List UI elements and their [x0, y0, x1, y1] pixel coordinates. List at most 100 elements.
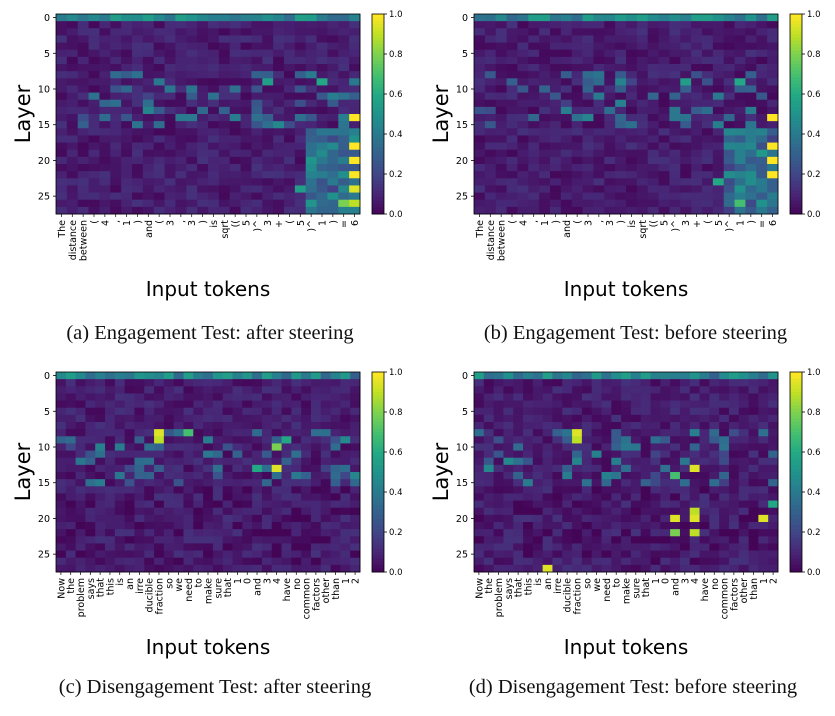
- heatmap-cell: [232, 529, 243, 537]
- heatmap-cell: [310, 372, 322, 380]
- heatmap-cell: [284, 35, 296, 43]
- heatmap-cell: [615, 149, 627, 158]
- heatmap-cell: [154, 529, 165, 537]
- heatmap-cell: [572, 550, 583, 559]
- heatmap-cell: [252, 479, 263, 487]
- heatmap-cell: [56, 414, 67, 423]
- heatmap-cell: [222, 407, 233, 416]
- heatmap-cell: [528, 71, 540, 79]
- heatmap-cell: [291, 464, 302, 473]
- heatmap-cell: [604, 49, 616, 58]
- heatmap-cell: [121, 149, 133, 158]
- heatmap-cell: [670, 500, 681, 509]
- heatmap-cell: [291, 372, 302, 380]
- heatmap-cell: [294, 106, 307, 115]
- x-tick-label: irre: [553, 578, 564, 594]
- x-tick-label: and: [144, 220, 155, 238]
- heatmap-cell: [212, 529, 224, 537]
- heatmap-cell: [503, 550, 514, 559]
- heatmap-cell: [281, 450, 292, 459]
- heatmap-cell: [691, 85, 703, 93]
- heatmap-cell: [124, 400, 135, 409]
- x-tick-label: ): [551, 220, 562, 224]
- heatmap-cell: [163, 450, 175, 459]
- heatmap-cell: [75, 422, 86, 430]
- heatmap-cell: [294, 149, 307, 158]
- heatmap-cell: [542, 507, 553, 516]
- heatmap-cell: [281, 514, 292, 523]
- heatmap-cell: [523, 393, 534, 401]
- heatmap-cell: [506, 171, 518, 179]
- heatmap-cell: [699, 400, 710, 409]
- heatmap-cell: [327, 185, 339, 193]
- heatmap-cell: [591, 450, 602, 459]
- heatmap-cell: [232, 536, 243, 544]
- heatmap-cell: [615, 135, 627, 143]
- heatmap-cell: [626, 85, 638, 93]
- heatmap-cell: [153, 106, 165, 115]
- heatmap-cell: [495, 142, 507, 151]
- heatmap-cell: [484, 164, 497, 172]
- heatmap-cell: [691, 171, 703, 179]
- heatmap-cell: [124, 529, 135, 537]
- heatmap-cell: [562, 443, 573, 451]
- x-axis-label: Input tokens: [146, 635, 271, 659]
- x-tick-label: is: [627, 220, 638, 228]
- heatmap-cell: [670, 457, 681, 466]
- heatmap-cell: [105, 450, 116, 459]
- heatmap-cell: [261, 557, 273, 566]
- heatmap-cell: [121, 71, 133, 79]
- heatmap-cell: [734, 135, 746, 143]
- heatmap-cell: [582, 192, 594, 201]
- heatmap-cell: [66, 49, 79, 58]
- heatmap-cell: [650, 529, 661, 537]
- heatmap-cell: [85, 450, 96, 459]
- heatmap-cell: [745, 135, 757, 143]
- heatmap-cell: [173, 472, 184, 480]
- heatmap-cell: [203, 429, 214, 437]
- caption-d: (d) Disengagement Test: before steering: [468, 676, 798, 698]
- heatmap-cell: [709, 393, 720, 401]
- heatmap-cell: [164, 56, 176, 65]
- heatmap-cell: [105, 479, 116, 487]
- heatmap-cell: [338, 142, 350, 151]
- colorbar-step: [790, 207, 802, 212]
- heatmap-cell: [647, 92, 659, 101]
- heatmap-cell: [88, 206, 100, 215]
- heatmap-cell: [611, 472, 622, 480]
- heatmap-cell: [493, 457, 504, 466]
- x-tick-label: ,: [529, 220, 540, 223]
- heatmap-cell: [658, 178, 670, 186]
- heatmap-cell: [601, 436, 612, 444]
- heatmap-cell: [273, 135, 285, 143]
- heatmap-cell: [134, 500, 145, 509]
- heatmap-cell: [728, 479, 740, 487]
- heatmap-cell: [748, 464, 759, 473]
- heatmap-cell: [593, 42, 605, 51]
- heatmap-cell: [593, 71, 605, 79]
- heatmap-cell: [153, 171, 165, 179]
- heatmap-cell: [528, 114, 540, 122]
- heatmap-cell: [679, 529, 691, 537]
- heatmap-cell: [758, 372, 769, 380]
- heatmap-cell: [203, 514, 214, 523]
- heatmap-cell: [474, 199, 486, 208]
- heatmap-cell: [208, 21, 220, 29]
- heatmap-cell: [183, 393, 194, 401]
- heatmap-cell: [65, 557, 77, 566]
- heatmap-cell: [349, 92, 361, 101]
- x-tick-label: 4: [272, 578, 283, 584]
- heatmap-cell: [723, 185, 735, 193]
- heatmap-cell: [144, 486, 155, 494]
- x-tick-label: ducible: [145, 578, 156, 613]
- heatmap-cell: [658, 71, 670, 79]
- heatmap-cell: [539, 178, 551, 186]
- colorbar-step: [372, 425, 384, 430]
- heatmap-cell: [273, 42, 285, 51]
- heatmap-cell: [271, 543, 282, 551]
- heatmap-cell: [251, 142, 263, 151]
- heatmap-cell: [349, 85, 361, 93]
- heatmap-cell: [734, 192, 746, 201]
- heatmap-cell: [709, 479, 720, 487]
- heatmap-cell: [483, 429, 495, 437]
